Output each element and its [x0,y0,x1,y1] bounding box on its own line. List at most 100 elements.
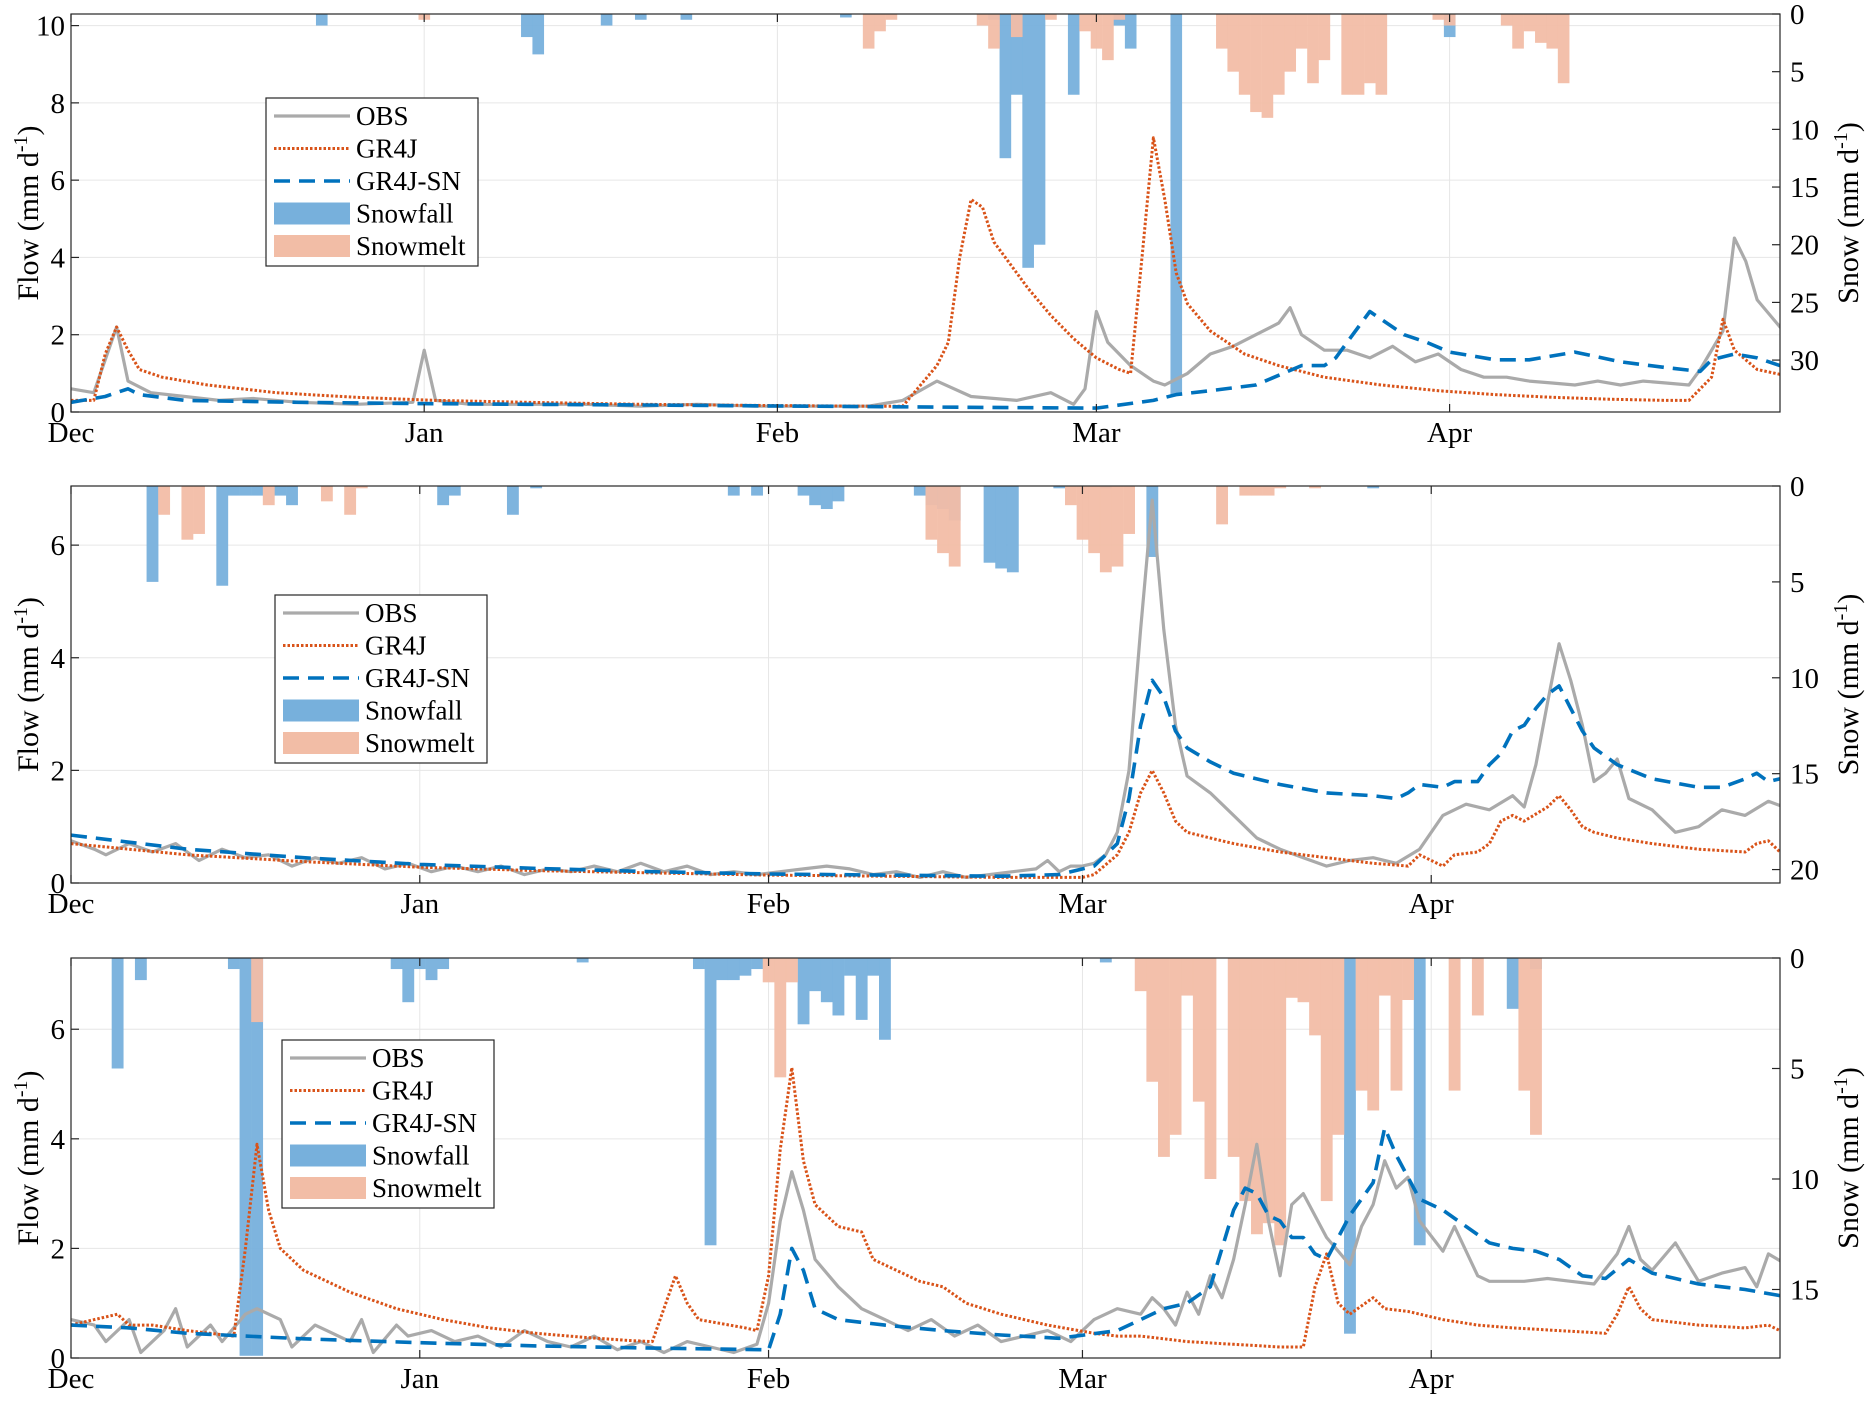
snowfall-bar-23 [867,958,880,976]
snowmelt-bar-8 [1181,958,1194,996]
panel-1-chart: Dec Jan Feb Mar Apr 0 2 4 6 8 10 0 5 10 15 20 25 30 Flow (… [10,0,1865,449]
snowfall-bar-13 [797,486,810,496]
y2-tick-label-1: 5 [1790,1053,1805,1085]
snowmelt-bar-21 [1318,14,1331,61]
snowfall-bar-17 [913,486,926,496]
y-tick-label-0: 0 [51,868,66,900]
snowmelt-bar-2 [193,486,205,534]
snowmelt-bar-19 [1295,14,1308,49]
snowmelt-bar-16 [1216,486,1229,525]
snowfall-bar-16 [832,486,845,502]
y-axis-left: 0 2 4 6 [51,530,79,900]
y-tick-label-0: 0 [51,397,66,429]
legend-label-snowfall: Snowfall [365,696,463,726]
snowfall-bar-9 [1010,14,1023,95]
snowmelt-bar-26 [1432,14,1445,20]
legend-swatch-snowmelt [290,1177,366,1199]
snowmelt-bar-28 [1500,14,1513,26]
snowfall-bar-11 [692,958,705,970]
x-tick-label-dec: Dec [48,888,95,920]
snowmelt-bar-15 [1274,958,1287,1246]
snowmelt-bar-3 [885,14,898,20]
y2-tick-label-0: 0 [1790,471,1805,503]
x-tick-label-jan: Jan [400,888,439,920]
snowfall-bar-23 [1006,486,1019,573]
series-gr4j [71,1066,1780,1349]
legend-label-snowfall: Snowfall [356,199,454,229]
snowmelt-bar-9 [948,486,961,567]
snowfall-bar-4 [251,958,264,1356]
snowfall-bar-0 [111,958,124,1069]
y2-tick-label-3: 15 [1790,759,1819,791]
series-obs [71,1142,1780,1355]
snowfall-bar-9 [437,958,450,970]
snowmelt-bar-31 [1535,14,1547,43]
y-axis-right: 0 5 10 15 20 [1772,471,1819,887]
snowmelt-bar-22 [1341,14,1353,95]
snowmelt-bar-16 [1285,958,1298,998]
series-obs [71,236,1780,408]
y2-tick-label-1: 5 [1790,567,1805,599]
y-tick-label-3: 6 [51,1014,66,1046]
snowfall-bar-24 [1053,486,1066,489]
y2-tick-label-3: 15 [1790,172,1819,204]
snowfall-bar-27 [1367,486,1380,489]
series-gr4j [71,136,1780,408]
snowfall-bar-0 [146,486,159,582]
snowfall-bar-3 [600,14,613,26]
legend-swatch-snowmelt [283,732,359,754]
snowmelt-bar-20 [1332,958,1345,1135]
snowmelt-bar-7 [925,486,938,540]
snowmelt-bar-13 [1099,486,1112,573]
snowfall-bar-2 [532,14,545,55]
x-tick-label-apr: Apr [1409,888,1454,920]
snowmelt-bar-10 [1065,486,1077,506]
snowfall-bar-26 [1146,486,1159,557]
snowmelt-bar-6 [1010,14,1023,38]
snowmelt-bar-22 [1367,958,1380,1111]
y-tick-label-5: 10 [36,11,65,43]
snowmelt-bar-6 [355,486,368,489]
snowfall-bar-27 [1413,958,1426,1246]
snowfall-bar-1 [216,486,229,586]
snowfall-bar-13 [716,958,729,981]
snowmelt-bar-14 [1238,14,1251,95]
bars-snowmelt [418,14,1570,118]
snowfall-bar-21 [844,958,856,976]
snowmelt-bar-17 [1239,486,1252,496]
axes-box [70,13,1781,413]
snowfall-bar-15 [820,486,833,510]
snowfall-bar-10 [1022,14,1034,268]
x-tick-label-feb: Feb [747,888,791,920]
snowfall-bar-12 [751,486,763,496]
snowfall-bar-5 [390,958,403,970]
snowmelt-bar-0 [251,958,264,1023]
snowfall-bar-2 [227,958,240,970]
x-axis: Dec Jan Feb Mar Apr [48,958,1454,1395]
legend-swatch-snowfall [283,699,359,722]
x-tick-label-dec: Dec [48,1363,95,1395]
snowfall-bar-1 [134,958,147,981]
snowmelt-bar-23 [1378,958,1391,996]
snowfall-bar-5 [680,14,693,20]
y-tick-label-1: 2 [51,320,66,352]
y-tick-label-2: 4 [51,1124,66,1156]
snowmelt-bar-11 [1227,958,1240,1157]
snowfall-bar-2 [227,486,240,496]
legend-label-obs: OBS [372,1043,425,1073]
snowfall-bar-28 [1506,958,1519,1009]
snowfall-bar-19 [820,958,833,1003]
snowmelt-bar-11 [1076,486,1089,540]
snowmelt-bar-23 [1352,14,1365,95]
snowfall-bar-4 [251,486,264,496]
snowfall-bar-9 [506,486,519,515]
snowmelt-bar-30 [1523,14,1536,32]
x-tick-label-apr: Apr [1409,1363,1454,1395]
y-axis-label: Flow (mm d-1) [10,597,45,772]
y2-axis-label: Snow (mm d-1) [1830,594,1865,776]
snowfall-bar-0 [315,14,328,26]
snowfall-bar-5 [274,486,287,496]
snowfall-bar-3 [239,958,252,1356]
